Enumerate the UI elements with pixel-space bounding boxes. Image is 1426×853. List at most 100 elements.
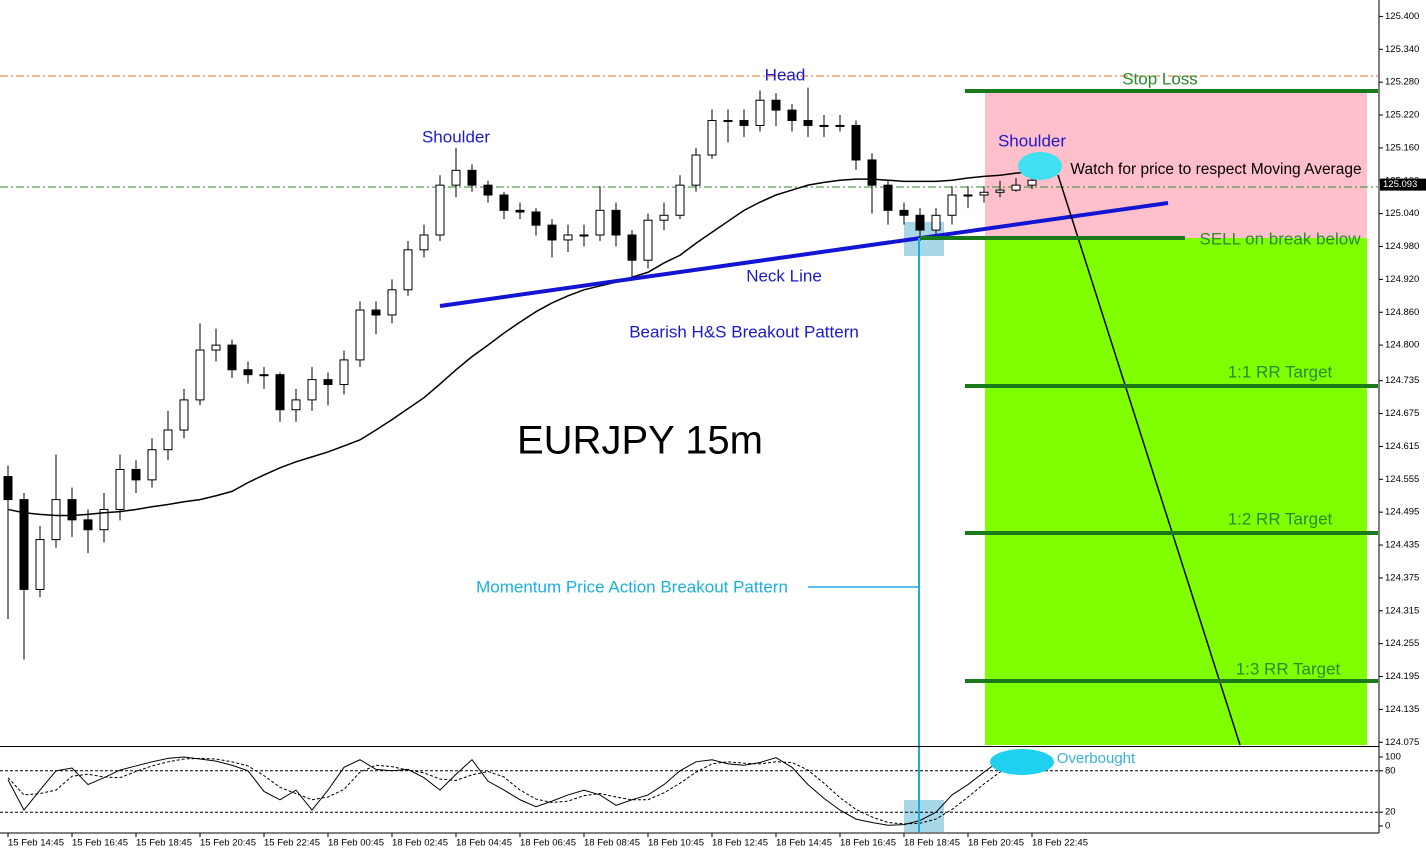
price-label-box <box>1380 178 1426 191</box>
y-tick-label: 124.735 <box>1385 375 1419 386</box>
candle-body <box>643 219 653 261</box>
plot <box>0 87 1379 826</box>
candle-body <box>675 184 685 216</box>
neck-line <box>439 201 1169 308</box>
y-tick-label: 124.375 <box>1385 572 1419 583</box>
y-tick-label: 124.075 <box>1385 737 1419 748</box>
candle-body <box>723 120 733 123</box>
candle-body <box>163 429 173 451</box>
candle-body <box>435 184 445 236</box>
candle-body <box>1027 179 1037 186</box>
x-tick-label: 18 Feb 10:45 <box>648 838 704 849</box>
candle-body <box>515 209 525 213</box>
annotation: 1:1 RR Target <box>1228 362 1333 381</box>
x-tick-label: 15 Feb 18:45 <box>136 838 192 849</box>
y-tick-label: 125.340 <box>1385 44 1419 55</box>
y-tick-label: 125.220 <box>1385 110 1419 121</box>
projection-line <box>1057 174 1241 746</box>
candle-body <box>595 209 605 236</box>
candle-body <box>547 224 557 241</box>
x-tick-label: 18 Feb 06:45 <box>520 838 576 849</box>
annotation: Shoulder <box>998 131 1066 150</box>
candle-body <box>483 184 493 196</box>
x-tick-label: 18 Feb 08:45 <box>584 838 640 849</box>
candle-body <box>947 194 957 216</box>
candle-body <box>915 214 925 231</box>
candle-body <box>339 359 349 386</box>
candle-body <box>243 369 253 376</box>
candle-body <box>659 214 669 221</box>
annotation: Watch for price to respect Moving Averag… <box>1070 161 1361 178</box>
highlight-box <box>904 800 944 832</box>
candle-body <box>99 508 109 531</box>
candle-body <box>387 289 397 316</box>
candle-body <box>899 209 909 216</box>
candle-body <box>259 374 269 377</box>
y-tick-label: 124.860 <box>1385 307 1419 318</box>
candle-body <box>563 234 573 241</box>
x-tick-label: 18 Feb 16:45 <box>840 838 896 849</box>
candle-body <box>819 124 829 127</box>
y-tick-label: 125.400 <box>1385 11 1419 22</box>
x-tick-label: 15 Feb 14:45 <box>8 838 64 849</box>
candle-body <box>291 399 301 411</box>
moving-average <box>7 171 1033 517</box>
candle-body <box>835 124 845 127</box>
y-tick-label: 124.675 <box>1385 408 1419 419</box>
annotation: 1:3 RR Target <box>1236 659 1341 678</box>
candle-body <box>771 99 781 111</box>
candle-body <box>803 120 813 126</box>
x-tick-label: 18 Feb 02:45 <box>392 838 448 849</box>
price-label: 125.093 <box>1383 179 1417 190</box>
candle-body <box>1011 184 1021 191</box>
candle-body <box>467 169 477 186</box>
candle-body <box>19 499 29 590</box>
y-tick-label: 124.315 <box>1385 605 1419 616</box>
y-tick-label: 124.555 <box>1385 474 1419 485</box>
candle-body <box>627 234 637 261</box>
candle-body <box>355 309 365 361</box>
annotation: SELL on break below <box>1200 229 1362 248</box>
candle-body <box>499 194 509 211</box>
x-tick-label: 15 Feb 16:45 <box>72 838 128 849</box>
candle-body <box>963 194 973 197</box>
y-tick-label: 124.800 <box>1385 340 1419 351</box>
levels <box>920 89 1378 683</box>
highlight-ellipse <box>990 749 1054 775</box>
candle-body <box>579 234 589 237</box>
y-tick-label: 124.920 <box>1385 274 1419 285</box>
y-tick-label: 124.435 <box>1385 540 1419 551</box>
candle-body <box>419 234 429 251</box>
candle-body <box>3 476 13 501</box>
chart-title: EURJPY 15m <box>517 419 763 463</box>
candle-body <box>147 449 157 481</box>
candle-body <box>275 374 285 411</box>
y-tick-label: 124.495 <box>1385 507 1419 518</box>
candle-body <box>691 154 701 186</box>
candle-body <box>227 344 237 371</box>
candle-body <box>83 519 93 531</box>
y-tick-label: 125.040 <box>1385 208 1419 219</box>
candle-body <box>739 120 749 126</box>
y-tick-label: 20 <box>1385 807 1396 818</box>
candle-body <box>403 249 413 291</box>
y-tick-label: 124.615 <box>1385 441 1419 452</box>
x-tick-label: 18 Feb 20:45 <box>968 838 1024 849</box>
candle-body <box>611 209 621 236</box>
y-tick-label: 125.280 <box>1385 77 1419 88</box>
annotation: 1:2 RR Target <box>1228 509 1333 528</box>
highlight-ellipse <box>1018 152 1062 180</box>
candle-body <box>851 124 861 161</box>
candle-body <box>307 379 317 401</box>
candle-body <box>979 191 989 196</box>
x-tick-label: 18 Feb 00:45 <box>328 838 384 849</box>
y-tick-label: 124.135 <box>1385 704 1419 715</box>
x-tick-label: 18 Feb 22:45 <box>1032 838 1088 849</box>
annotation: Stop Loss <box>1122 69 1198 88</box>
x-tick-label: 18 Feb 18:45 <box>904 838 960 849</box>
annotation: Head <box>765 65 806 84</box>
annotation: Neck Line <box>746 266 822 285</box>
y-tick-label: 124.980 <box>1385 241 1419 252</box>
candle-body <box>35 539 45 590</box>
